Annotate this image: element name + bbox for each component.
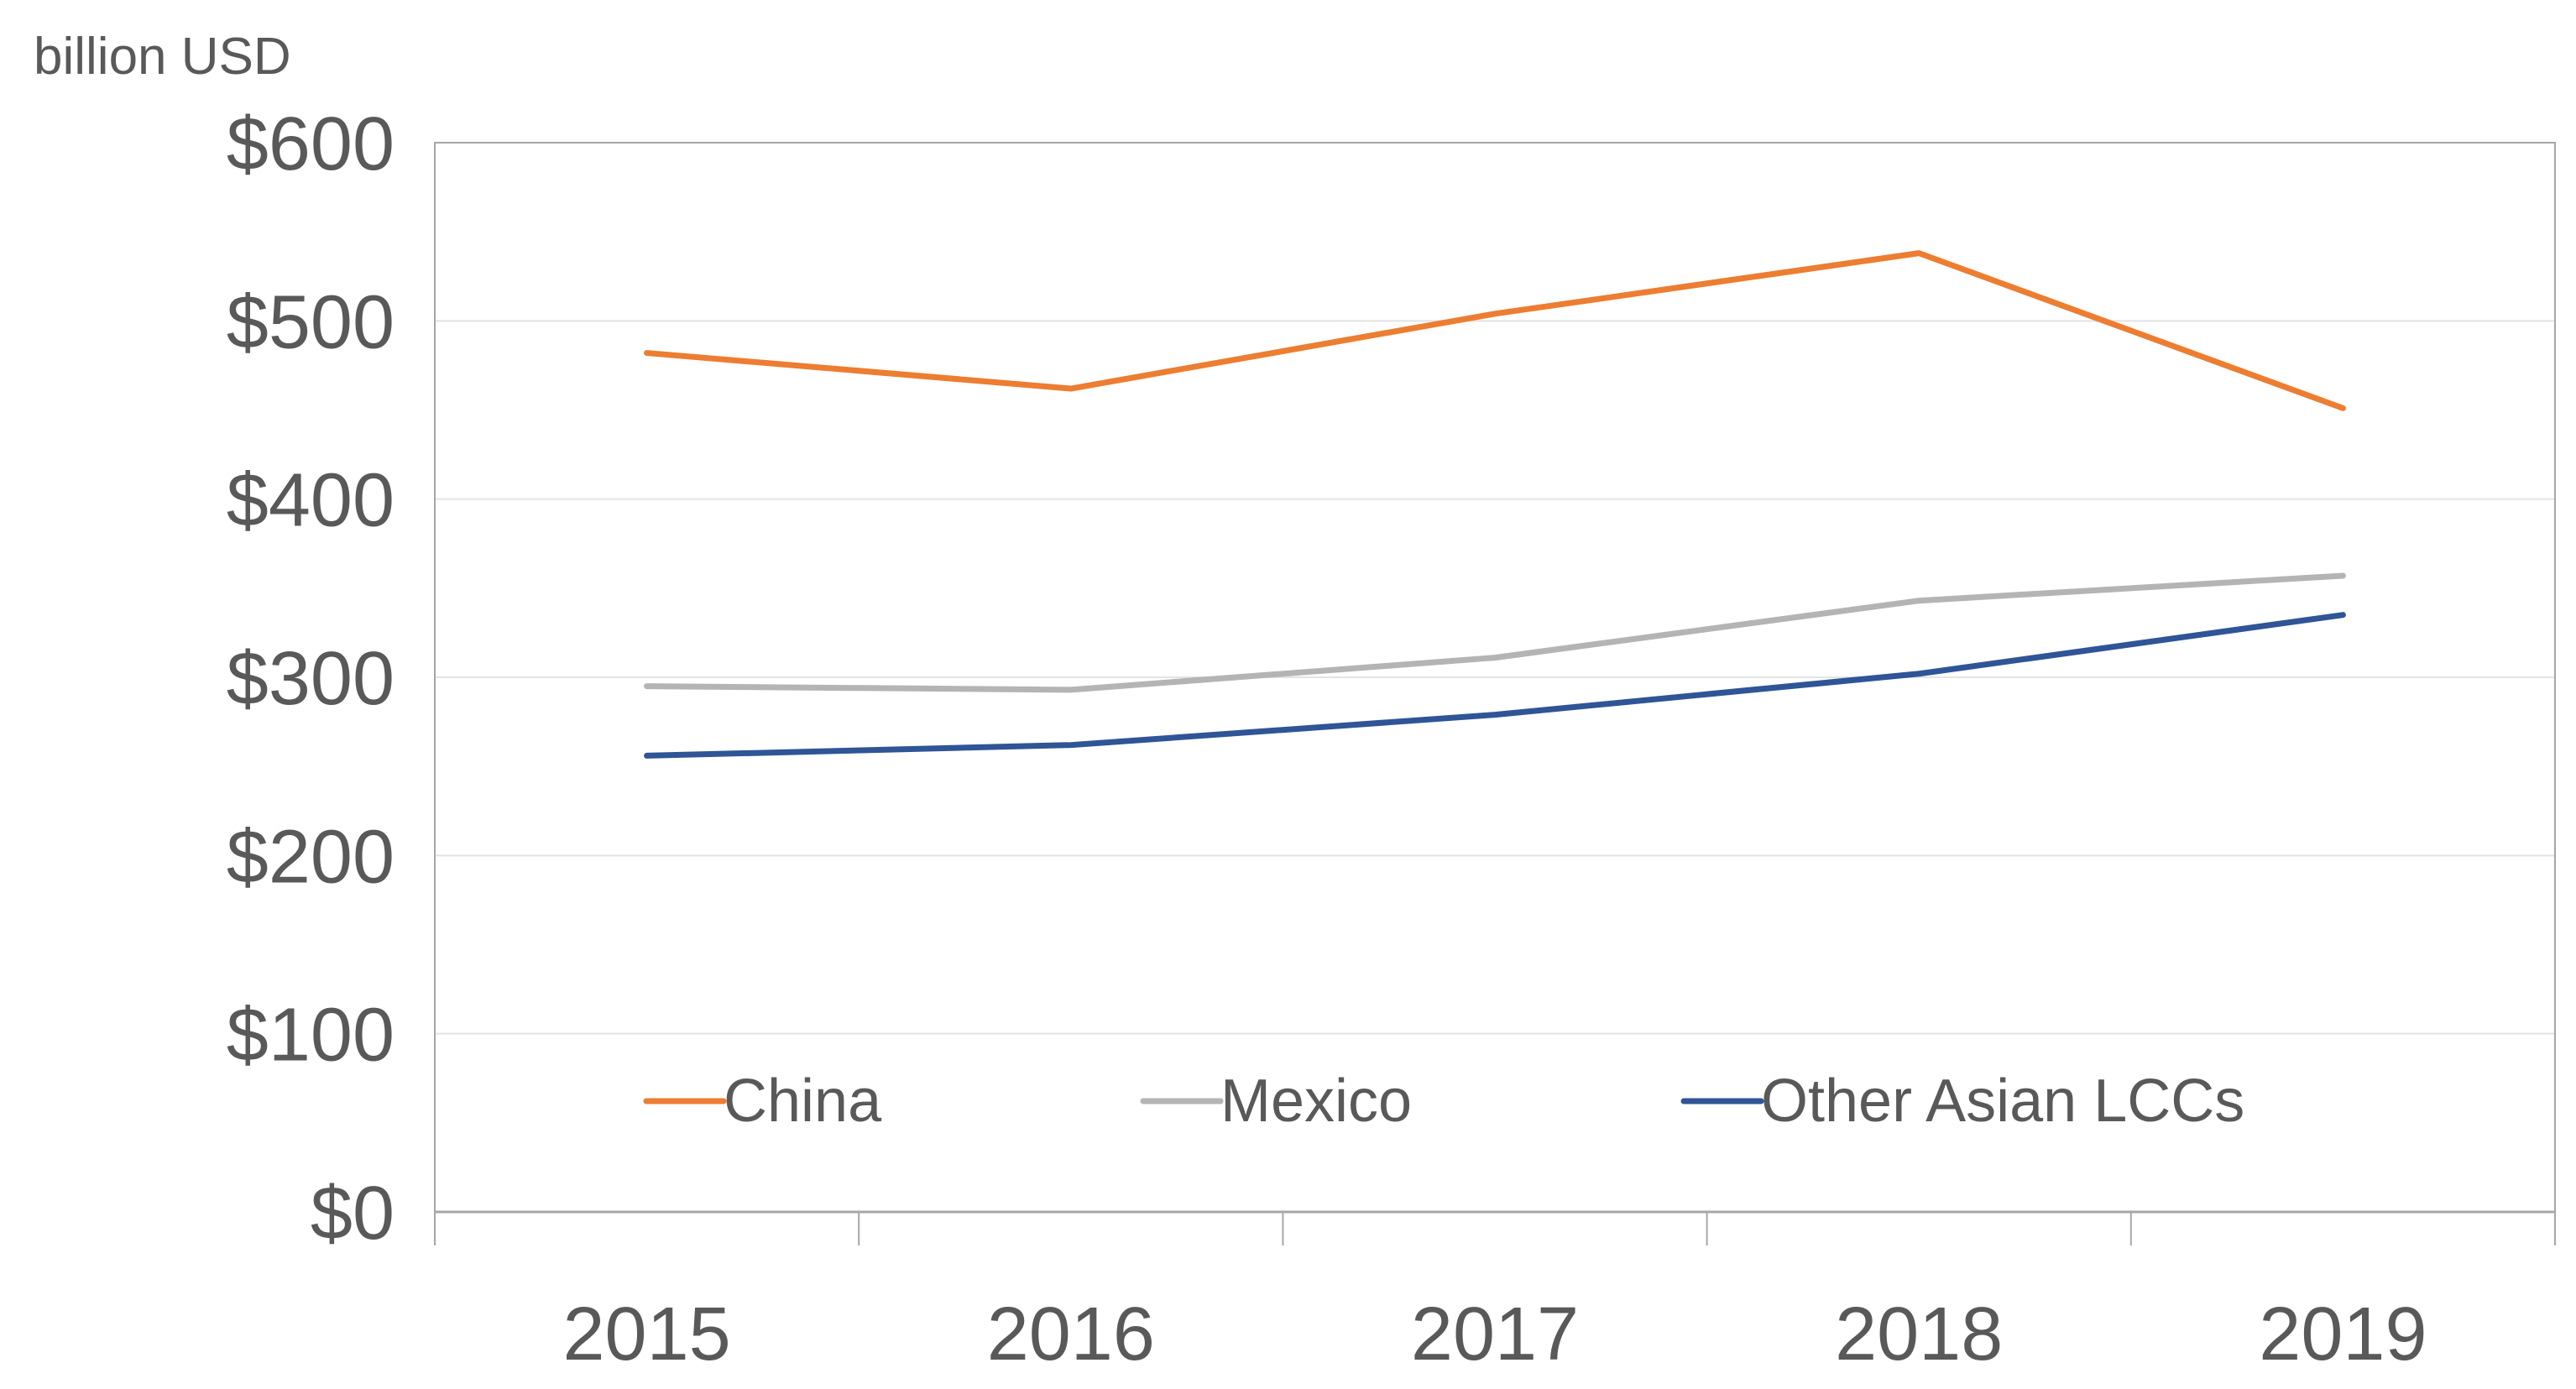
x-tick-label: 2016 [987,1292,1155,1376]
y-tick-label: $0 [311,1172,394,1256]
x-tick-label: 2018 [1835,1292,2003,1376]
y-tick-label: $200 [227,815,394,899]
y-tick-label: $600 [227,102,394,186]
gridlines [435,320,2555,1035]
x-axis-ticks: 2015 2016 2017 2018 2019 [434,1210,2556,1376]
series-line-1 [644,572,2346,693]
legend-label: Mexico [1220,1068,1412,1135]
y-tick-label: $400 [227,459,394,543]
x-tick-label: 2017 [1411,1292,1579,1376]
y-tick-label: $500 [227,280,394,364]
x-tick-label: 2015 [562,1292,730,1376]
y-axis-label: billion USD [34,28,291,86]
y-tick-label: $100 [227,994,394,1078]
x-tick-label: 2019 [2259,1292,2427,1376]
y-tick-label: $300 [227,637,394,721]
series-line-0 [644,250,2346,411]
legend-label: Other Asian LCCs [1761,1068,2244,1135]
series-line-2 [644,612,2346,759]
legend: China Mexico Other Asian LCCs [643,1068,2244,1135]
y-axis-ticks: $0 $100 $200 $300 $400 $500 $600 [227,102,394,1256]
legend-label: China [724,1068,882,1135]
series-lines [644,250,2346,759]
